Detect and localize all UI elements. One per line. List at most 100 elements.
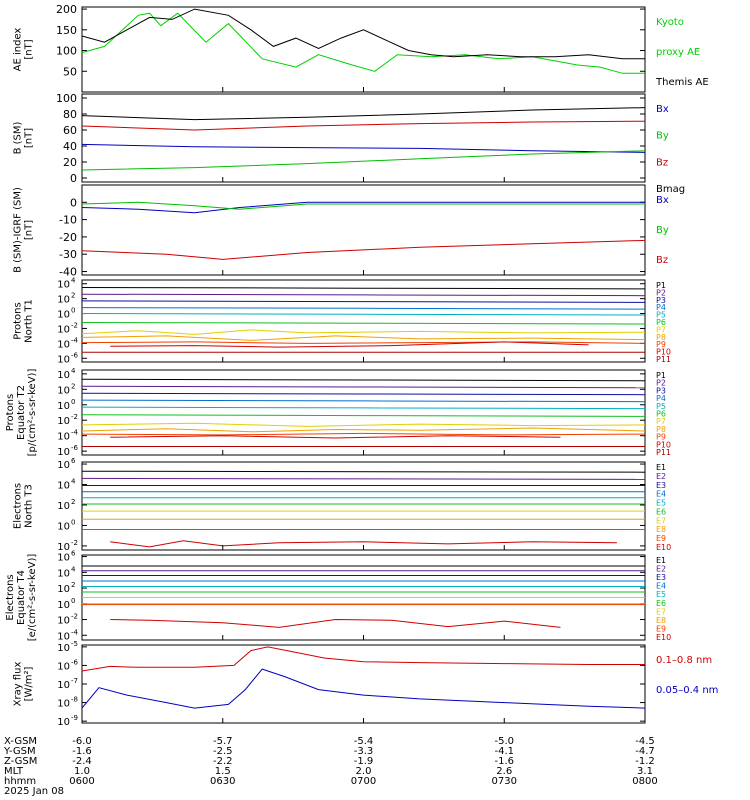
x-axis-row-label: hhmm [4, 776, 36, 787]
y-tick-label: 10 [57, 416, 70, 427]
y-tick-exponent: -4 [71, 429, 79, 437]
legend-label: Bx [656, 195, 669, 206]
y-tick-label: 10 [57, 631, 70, 642]
series-line-0.05–0.4 nm [81, 668, 646, 709]
y-axis-label: Xray flux [13, 662, 24, 707]
panel-frame-5 [81, 369, 646, 456]
x-tick-label: 1.0 [74, 766, 90, 777]
y-tick-label: 200 [56, 3, 77, 16]
y-axis-label: B (SM) [13, 121, 24, 154]
x-tick-label: -6.0 [72, 736, 92, 747]
series-line-P10 [110, 435, 561, 439]
panel-frame-2 [81, 93, 646, 183]
y-axis-label: [W/m²] [24, 666, 35, 701]
legend-label: Bmag [656, 184, 685, 195]
y-tick-label: 100 [56, 45, 77, 58]
legend-label: P6 [656, 410, 666, 419]
y-tick-exponent: 2 [71, 498, 75, 506]
y-axis-label: Equator T2 [16, 385, 27, 440]
y-tick-exponent: 4 [71, 565, 76, 573]
y-tick-label: 10 [57, 385, 70, 396]
x-tick-label: -4.7 [635, 746, 655, 757]
y-tick-label: 10 [57, 616, 70, 627]
legend-label: E4 [656, 582, 666, 591]
y-axis-label: Electrons [5, 574, 16, 620]
y-tick-exponent: 6 [71, 550, 76, 558]
series-line-By [81, 150, 646, 171]
legend-label: E10 [656, 543, 671, 552]
legend-label: By [656, 225, 669, 236]
y-tick-exponent: -5 [71, 640, 78, 648]
legend-label: E8 [656, 525, 666, 534]
legend-label: E10 [656, 633, 671, 642]
legend-label: E6 [656, 507, 666, 516]
y-tick-label: -40 [59, 266, 77, 279]
legend-label: E5 [656, 590, 666, 599]
y-tick-exponent: 2 [71, 382, 75, 390]
x-tick-label: -1.6 [494, 756, 514, 767]
y-tick-label: 20 [63, 156, 77, 169]
y-tick-label: 10 [57, 521, 70, 532]
y-axis-label: North T1 [24, 299, 35, 343]
legend-label: P7 [656, 325, 666, 334]
y-axis-label: [nT] [24, 39, 35, 59]
y-tick-label: 10 [57, 501, 70, 512]
panel-frame-4 [81, 279, 646, 363]
legend-label: P10 [656, 348, 671, 357]
series-line-Bx [81, 143, 646, 153]
x-tick-label: -5.4 [354, 736, 374, 747]
legend-label: E9 [656, 624, 666, 633]
y-tick-label: 10 [57, 600, 70, 611]
y-tick-exponent: -4 [71, 336, 79, 344]
y-tick-label: 100 [56, 92, 77, 105]
y-tick-label: 0 [70, 196, 77, 209]
x-tick-label: 3.1 [637, 766, 653, 777]
y-tick-label: 10 [57, 542, 70, 553]
legend-label: P1 [656, 371, 666, 380]
legend-label: P2 [656, 379, 666, 388]
y-tick-exponent: -6 [71, 658, 79, 666]
y-tick-exponent: 0 [71, 518, 75, 526]
y-tick-exponent: 4 [71, 277, 76, 285]
y-tick-label: 40 [63, 140, 77, 153]
series-line-P2 [81, 293, 646, 297]
y-tick-exponent: 0 [71, 307, 75, 315]
legend-label: P3 [656, 386, 666, 395]
x-tick-label: 1.5 [215, 766, 231, 777]
y-tick-exponent: -2 [71, 613, 78, 621]
y-tick-label: 10 [57, 401, 70, 412]
legend-label: P4 [656, 303, 666, 312]
y-tick-label: 10 [57, 568, 70, 579]
legend-label: Kyoto [656, 17, 684, 28]
x-tick-label: -1.9 [354, 756, 374, 767]
y-tick-label: 10 [57, 354, 70, 365]
y-tick-exponent: -8 [71, 696, 78, 704]
y-tick-exponent: -6 [71, 444, 79, 452]
panel-frame-3 [81, 184, 646, 276]
series-line-P4 [81, 307, 646, 310]
x-tick-label: 2.6 [496, 766, 512, 777]
legend-label: By [656, 131, 669, 142]
legend-label: P8 [656, 333, 666, 342]
x-tick-label: -4.1 [494, 746, 514, 757]
x-tick-label: 0630 [210, 776, 235, 787]
series-line-P6 [81, 322, 646, 325]
x-tick-label: 2.0 [356, 766, 372, 777]
y-axis-label: Electrons [13, 483, 24, 529]
legend-label: E3 [656, 481, 666, 490]
x-tick-label: -2.5 [213, 746, 233, 757]
legend-label: P1 [656, 281, 666, 290]
series-line-P6 [81, 414, 646, 417]
y-tick-label: 60 [63, 124, 77, 137]
series-line-P5 [81, 406, 646, 410]
x-tick-label: -2.2 [213, 756, 233, 767]
panel-frame-6 [81, 461, 646, 551]
legend-label: E3 [656, 573, 666, 582]
legend-label: E1 [656, 556, 666, 565]
legend-label: E9 [656, 534, 666, 543]
series-line-E10 [110, 618, 561, 628]
legend-label: E1 [656, 463, 666, 472]
y-tick-label: 10 [57, 432, 70, 443]
series-line-P10 [110, 341, 589, 348]
